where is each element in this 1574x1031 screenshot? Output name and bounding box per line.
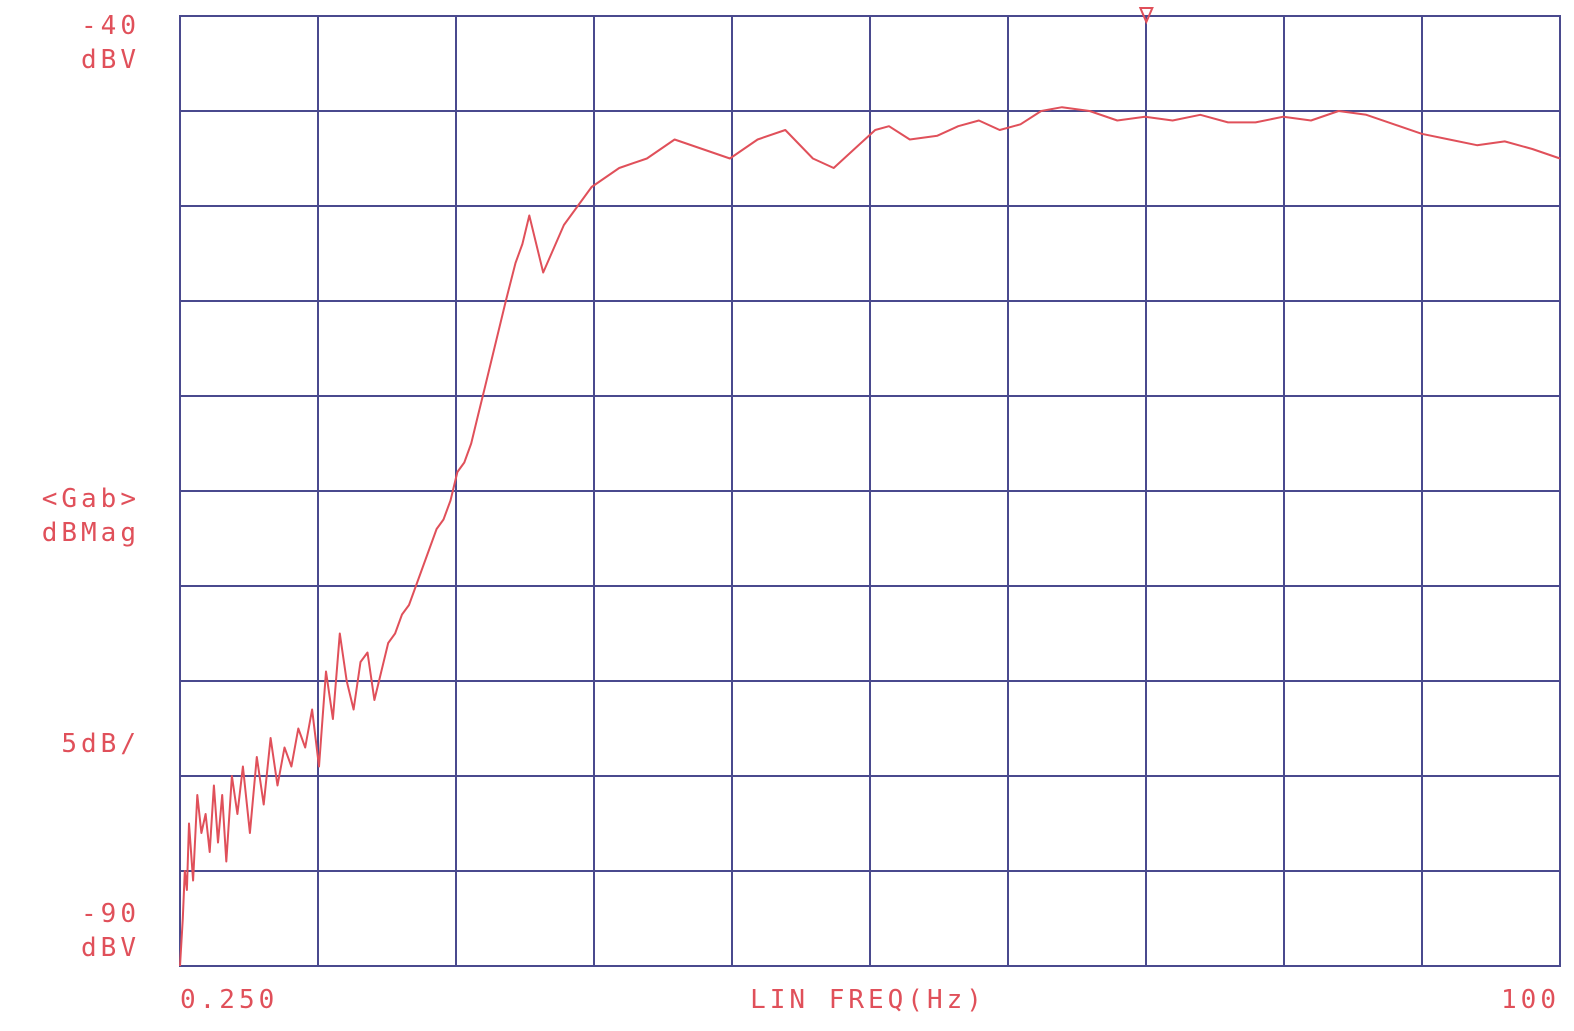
marker-triangle-icon: [1138, 7, 1154, 25]
y-scale-label: 5dB/: [61, 729, 140, 759]
chart-grid: [180, 16, 1560, 966]
y-top-unit-label: dBV: [81, 45, 140, 75]
x-start-label: 0.250: [180, 985, 278, 1015]
plot-frame: [179, 15, 1561, 967]
y-top-value-label: -40: [81, 11, 140, 41]
y-bottom-unit-label: dBV: [81, 933, 140, 963]
y-bottom-value-label: -90: [81, 899, 140, 929]
x-end-label: 100: [1501, 985, 1560, 1015]
y-measure-label: <Gab>: [42, 484, 140, 514]
magnitude-trace: [179, 106, 1561, 967]
y-measure-unit-label: dBMag: [42, 518, 140, 548]
x-axis-label: LIN FREQ(Hz): [750, 985, 986, 1015]
